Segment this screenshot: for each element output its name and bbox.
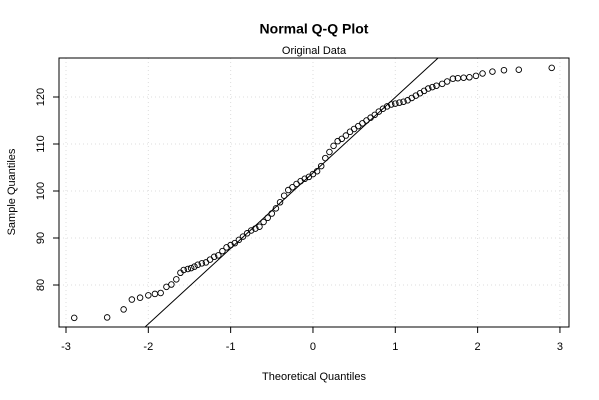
grid <box>59 58 569 327</box>
point <box>342 132 350 139</box>
marks <box>70 58 555 327</box>
point <box>392 100 399 107</box>
point <box>472 72 480 80</box>
point <box>359 120 366 127</box>
point <box>145 292 152 299</box>
point <box>396 99 403 106</box>
point <box>173 276 180 283</box>
point <box>227 241 234 249</box>
point <box>326 148 333 156</box>
y-tick-label: 100 <box>35 182 47 200</box>
point <box>460 74 467 81</box>
point <box>191 263 198 270</box>
x-tick-label: 0 <box>310 341 316 353</box>
x-tick-label: -3 <box>61 341 71 353</box>
y-tick-label: 90 <box>35 232 47 244</box>
point <box>180 266 187 274</box>
x-tick-label: -2 <box>143 341 153 353</box>
point <box>338 135 346 143</box>
point <box>429 83 436 91</box>
point <box>210 253 218 261</box>
point <box>260 218 267 226</box>
point <box>70 314 78 322</box>
point <box>293 180 300 188</box>
point <box>375 108 383 115</box>
point <box>219 247 226 255</box>
point <box>206 256 214 263</box>
x-tick-label: 2 <box>475 341 481 353</box>
point <box>264 214 271 222</box>
point <box>239 233 247 240</box>
point <box>120 306 127 313</box>
point <box>548 64 555 72</box>
point <box>272 205 280 212</box>
point <box>187 264 195 272</box>
point <box>136 294 144 301</box>
point <box>515 66 523 73</box>
point <box>198 260 206 267</box>
point <box>489 68 496 75</box>
point <box>103 314 111 321</box>
x-tick-label: 1 <box>392 341 398 353</box>
point <box>433 82 440 89</box>
chart-subtitle: Original Data <box>282 45 347 57</box>
y-tick-label: 80 <box>35 279 47 291</box>
point <box>235 236 243 244</box>
point <box>289 183 296 191</box>
point <box>400 98 407 105</box>
point <box>383 103 391 110</box>
point <box>157 289 164 297</box>
point <box>194 261 201 269</box>
y-tick-label: 110 <box>35 135 47 153</box>
y-axis-label: Sample Quantiles <box>6 148 18 235</box>
point <box>276 199 284 206</box>
point <box>479 70 486 77</box>
point <box>371 111 378 119</box>
point <box>346 128 354 136</box>
x-tick-label: -1 <box>226 341 236 353</box>
point <box>215 252 222 259</box>
point <box>252 225 259 232</box>
point <box>350 125 358 133</box>
point <box>313 168 321 175</box>
plot-frame <box>58 57 570 328</box>
point <box>280 192 288 199</box>
point <box>363 117 370 124</box>
point <box>354 122 362 130</box>
point <box>256 223 263 230</box>
x-tick-label: 3 <box>557 341 563 353</box>
chart-title: Normal Q-Q Plot <box>260 21 369 37</box>
point <box>449 75 457 82</box>
point <box>330 142 337 150</box>
y-tick-label: 120 <box>35 88 47 106</box>
point <box>285 186 292 194</box>
point <box>151 290 159 298</box>
point <box>500 66 508 74</box>
point <box>466 74 473 81</box>
x-axis-label: Theoretical Quantiles <box>262 371 366 383</box>
point <box>317 162 325 170</box>
point <box>268 210 276 217</box>
point <box>387 101 395 108</box>
point <box>231 239 239 247</box>
point <box>184 265 192 273</box>
point <box>443 78 451 85</box>
point <box>247 227 255 234</box>
point <box>128 296 136 303</box>
point <box>301 175 308 183</box>
point <box>424 85 432 92</box>
point <box>168 281 175 288</box>
point <box>322 154 329 162</box>
